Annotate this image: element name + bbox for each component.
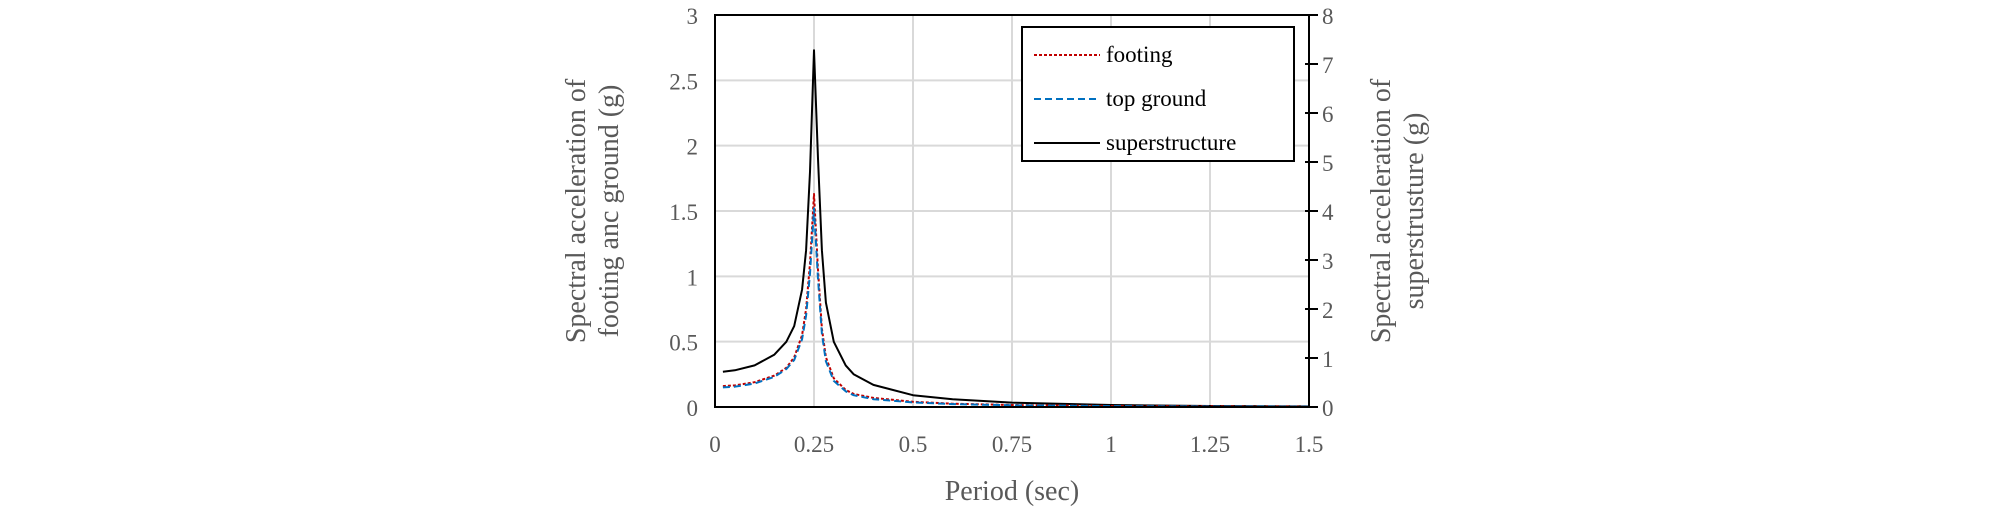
right-y-tick-label: 3: [1322, 249, 1334, 274]
right-y-tick-label: 1: [1322, 347, 1334, 372]
left-axis-title-line1: Spectral acceleration of: [561, 78, 592, 343]
legend-label: superstructure: [1106, 130, 1236, 155]
right-y-tick-label: 0: [1322, 396, 1334, 421]
right-y-tick-label: 2: [1322, 298, 1334, 323]
series-line-superstructure: [722, 49, 1310, 408]
right-y-tick-label: 4: [1322, 200, 1334, 225]
right-y-tick-label: 8: [1322, 4, 1334, 29]
series-line-top-ground: [722, 207, 1310, 408]
legend-label: footing: [1106, 42, 1173, 67]
right-y-tick-label: 6: [1322, 102, 1334, 127]
series-layer: [722, 49, 1310, 408]
left-y-tick-label: 0.5: [669, 331, 698, 356]
right-axis-ticks: [1305, 14, 1318, 408]
legend: footing top ground superstructure: [1021, 26, 1295, 162]
x-tick-label: 0.75: [992, 432, 1032, 457]
left-axis-title-line2: footing anc ground (g): [594, 85, 625, 338]
left-y-tick-label: 1.5: [669, 200, 698, 225]
x-tick-label: 0.5: [899, 432, 928, 457]
left-y-tick-label: 1: [687, 265, 699, 290]
series-line-footing: [722, 193, 1310, 408]
left-y-tick-label: 0: [687, 396, 699, 421]
x-tick-label: 1: [1105, 432, 1117, 457]
x-axis-title: Period (sec): [945, 476, 1080, 507]
left-y-tick-label: 2: [687, 135, 699, 160]
left-y-tick-label: 3: [687, 4, 699, 29]
tick-labels: 0 0.25 0.5 0.75 1 1.25 1.5 0 0.5 1 1.5 2 2.5 3 0 1 2 3 4 5 6…: [669, 4, 1334, 457]
x-tick-label: 0.25: [794, 432, 834, 457]
right-y-tick-label: 7: [1322, 53, 1334, 78]
right-axis-title-line2: superstrusture (g): [1399, 113, 1430, 310]
right-y-tick-label: 5: [1322, 151, 1334, 176]
x-tick-label: 0: [709, 432, 721, 457]
right-axis-title-line1: Spectral acceleration of: [1366, 78, 1397, 343]
legend-label: top ground: [1106, 86, 1207, 111]
x-tick-label: 1.5: [1295, 432, 1324, 457]
left-y-tick-label: 2.5: [669, 69, 698, 94]
x-tick-label: 1.25: [1190, 432, 1230, 457]
